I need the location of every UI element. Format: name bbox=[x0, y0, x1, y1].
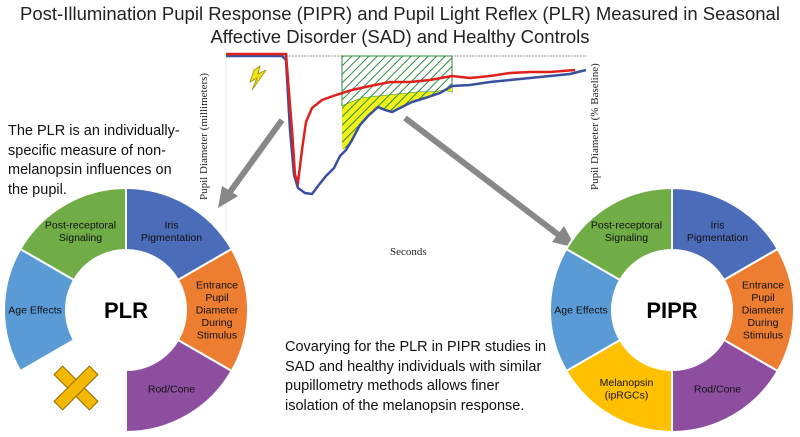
x-axis-label: Seconds bbox=[390, 246, 427, 258]
segment-label: Post-receptoral bbox=[45, 219, 116, 231]
plr-donut-segment bbox=[125, 338, 234, 434]
segment-label: Age Effects bbox=[554, 305, 608, 317]
note-line: isolation of the melanopsin response. bbox=[285, 397, 525, 414]
note-line: Covarying for the PLR in PIPR studies in bbox=[285, 339, 547, 355]
title-line-2: Affective Disorder (SAD) and Healthy Con… bbox=[210, 26, 590, 47]
title-line-1: Post-Illumination Pupil Response (PIPR) … bbox=[20, 3, 780, 24]
segment-label: During bbox=[748, 317, 779, 329]
segment-label: Diameter bbox=[742, 305, 785, 317]
segment-label: Pupil bbox=[751, 292, 774, 304]
y-axis-label-right: Pupil Diameter (% Baseline) bbox=[589, 63, 601, 190]
note-line: melanopsin influences on bbox=[8, 162, 172, 178]
donut-center-label: PLR bbox=[104, 298, 148, 323]
segment-label: Pigmentation bbox=[141, 232, 202, 244]
excluded-x-icon bbox=[53, 365, 99, 411]
pipr-area-hatch bbox=[342, 86, 452, 150]
light-stimulus-icon bbox=[249, 65, 267, 91]
pupil-response-graph bbox=[225, 52, 587, 232]
segment-label: Iris bbox=[711, 219, 725, 231]
segment-label: Diameter bbox=[196, 305, 239, 317]
segment-label: Stimulus bbox=[743, 330, 783, 342]
healthy-trace bbox=[226, 52, 576, 187]
segment-label: Rod/Cone bbox=[148, 383, 195, 395]
segment-label: During bbox=[202, 317, 233, 329]
sad-trace bbox=[226, 54, 587, 196]
segment-label: Rod/Cone bbox=[694, 383, 741, 395]
segment-label: Pupil bbox=[205, 292, 228, 304]
arrow-to-plr bbox=[218, 118, 285, 208]
segment-label: Entrance bbox=[196, 280, 238, 292]
note-line: specific measure of non- bbox=[8, 142, 166, 159]
segment-label: Signaling bbox=[605, 232, 648, 244]
plr-description: The PLR is an individually- specific mea… bbox=[8, 122, 180, 200]
plr-donut-segment bbox=[18, 186, 127, 282]
note-line: SAD and healthy individuals with similar bbox=[285, 358, 542, 375]
segment-label: (ipRGCs) bbox=[605, 390, 649, 402]
segment-label: Entrance bbox=[742, 280, 784, 292]
segment-label: Pigmentation bbox=[687, 232, 748, 244]
note-line: the pupil. bbox=[8, 181, 67, 198]
segment-label: Signaling bbox=[59, 232, 102, 244]
segment-label: Age Effects bbox=[8, 305, 62, 317]
pipr-donut-segment bbox=[564, 186, 673, 282]
note-line: pupillometry methods allows finer bbox=[285, 378, 500, 394]
segment-label: Iris bbox=[165, 219, 179, 231]
segment-label: Post-receptoral bbox=[591, 219, 662, 231]
segment-label: Stimulus bbox=[197, 330, 237, 342]
y-axis-label-left: Pupil Diameter (millimeters) bbox=[198, 72, 210, 200]
donut-center-label: PIPR bbox=[646, 298, 697, 323]
note-line: The PLR is an individually- bbox=[8, 123, 180, 139]
segment-label: Melanopsin bbox=[600, 377, 654, 389]
covariate-description: Covarying for the PLR in PIPR studies in… bbox=[285, 338, 546, 416]
arrow-to-pipr bbox=[403, 115, 576, 248]
figure-title: Post-Illumination Pupil Response (PIPR) … bbox=[0, 2, 800, 48]
